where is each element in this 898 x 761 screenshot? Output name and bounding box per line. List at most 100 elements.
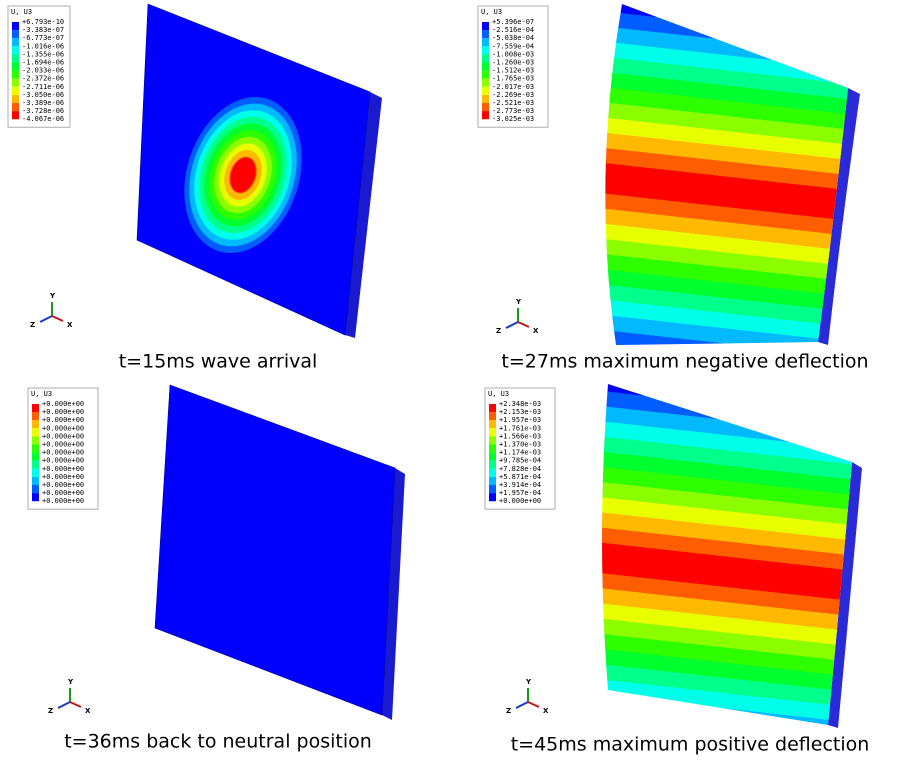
- axis-z: [58, 702, 70, 708]
- legend-label: +5.396e-07: [492, 18, 534, 26]
- legend-label: -1.008e-03: [492, 50, 534, 58]
- legend-label: -1.512e-03: [492, 67, 534, 75]
- triad-label: Y: [515, 298, 522, 306]
- axis-x: [528, 702, 539, 707]
- triad-label: X: [85, 707, 91, 715]
- legend-label: +0.000e+00: [42, 408, 84, 416]
- caption: t=36ms back to neutral position: [64, 731, 372, 753]
- legend-title: U, U3: [481, 8, 502, 16]
- legend-title: U, U3: [488, 390, 509, 398]
- legend-label: -2.773e-03: [492, 107, 534, 115]
- legend-label: +0.000e+00: [42, 465, 84, 473]
- legend-swatch: [32, 461, 39, 469]
- legend-label: -3.383e-07: [22, 26, 64, 34]
- legend-swatch: [12, 111, 19, 119]
- legend-label: -7.559e-04: [492, 42, 534, 50]
- legend-label: +0.000e+00: [42, 473, 84, 481]
- figure: U, U3 +6.793e-10-3.383e-07-6.773e-07-1.01…: [0, 0, 898, 761]
- legend-swatch: [12, 95, 19, 103]
- legend-swatch: [489, 453, 496, 461]
- legend-swatch: [32, 493, 39, 501]
- legend-swatch: [489, 477, 496, 485]
- legend-label: +3.914e-04: [499, 481, 541, 489]
- legend-label: +0.000e+00: [42, 441, 84, 449]
- legend-swatch: [489, 404, 496, 412]
- legend-swatch: [32, 436, 39, 444]
- legend-swatch: [482, 95, 489, 103]
- legend-swatch: [482, 79, 489, 87]
- legend-label: +1.370e-03: [499, 441, 541, 449]
- legend-swatch: [489, 445, 496, 453]
- legend-label: +0.000e+00: [499, 497, 541, 505]
- legend-label: +0.000e+00: [42, 424, 84, 432]
- legend-swatch: [489, 469, 496, 477]
- legend-label: +0.000e+00: [42, 449, 84, 457]
- legend-label: -4.067e-06: [22, 115, 64, 123]
- legend-swatch: [482, 54, 489, 62]
- legend-label: -5.038e-04: [492, 34, 534, 42]
- triad-label: Z: [48, 707, 53, 715]
- legend-label: +6.793e-10: [22, 18, 64, 26]
- legend-swatch: [489, 428, 496, 436]
- legend-swatch: [482, 22, 489, 30]
- plate-2: [605, 4, 860, 345]
- legend-swatch: [482, 111, 489, 119]
- caption: t=45ms maximum positive deflection: [511, 734, 870, 756]
- legend-swatch: [489, 436, 496, 444]
- legend-swatch: [482, 38, 489, 46]
- legend-swatch: [12, 30, 19, 38]
- legend-swatch: [482, 87, 489, 95]
- plate-4: [602, 384, 862, 728]
- legend-label: +2.153e-03: [499, 408, 541, 416]
- axis-x: [52, 316, 63, 321]
- legend-swatch: [32, 469, 39, 477]
- legend-label: +0.000e+00: [42, 432, 84, 440]
- legend-label: +0.000e+00: [42, 481, 84, 489]
- legend-swatch: [32, 453, 39, 461]
- legend-swatch: [12, 63, 19, 71]
- legend-label: -1.694e-06: [22, 59, 64, 67]
- legend-label: +1.174e-03: [499, 449, 541, 457]
- axis-z: [40, 316, 52, 322]
- triad-label: Y: [525, 678, 532, 686]
- axis-z: [506, 322, 518, 328]
- triad-label: Y: [49, 292, 56, 300]
- legend-label: -2.711e-06: [22, 83, 64, 91]
- legend-label: +1.957e-04: [499, 489, 541, 497]
- legend-swatch: [489, 461, 496, 469]
- legend-swatch: [489, 420, 496, 428]
- legend-swatch: [482, 63, 489, 71]
- caption: t=15ms wave arrival: [119, 351, 318, 373]
- legend-label: -1.260e-03: [492, 59, 534, 67]
- axis-x: [518, 322, 529, 327]
- legend-swatch: [12, 87, 19, 95]
- legend-label: -3.389e-06: [22, 99, 64, 107]
- legend-swatch: [482, 46, 489, 54]
- legend-label: +1.566e-03: [499, 432, 541, 440]
- triad-label: Z: [30, 321, 35, 329]
- legend-swatch: [489, 412, 496, 420]
- axis-z: [516, 702, 528, 708]
- legend-swatch: [482, 71, 489, 79]
- legend-label: -2.372e-06: [22, 75, 64, 83]
- legend-label: -1.016e-06: [22, 42, 64, 50]
- legend-label: -2.516e-04: [492, 26, 534, 34]
- legend-label: -6.773e-07: [22, 34, 64, 42]
- legend-label: +2.348e-03: [499, 400, 541, 408]
- legend-label: -3.050e-06: [22, 91, 64, 99]
- legend-swatch: [12, 54, 19, 62]
- legend-label: +0.000e+00: [42, 400, 84, 408]
- legend-label: -2.017e-03: [492, 83, 534, 91]
- triad-label: X: [67, 321, 73, 329]
- legend-label: +7.828e-04: [499, 465, 541, 473]
- legend-swatch: [482, 30, 489, 38]
- legend-label: +1.761e-03: [499, 424, 541, 432]
- legend-swatch: [489, 493, 496, 501]
- legend-label: +1.957e-03: [499, 416, 541, 424]
- legend-swatch: [12, 79, 19, 87]
- legend-label: +9.785e-04: [499, 457, 541, 465]
- legend-swatch: [12, 103, 19, 111]
- legend-title: U, U3: [11, 8, 32, 16]
- triad-label: Z: [496, 327, 501, 335]
- legend-label: -2.033e-06: [22, 67, 64, 75]
